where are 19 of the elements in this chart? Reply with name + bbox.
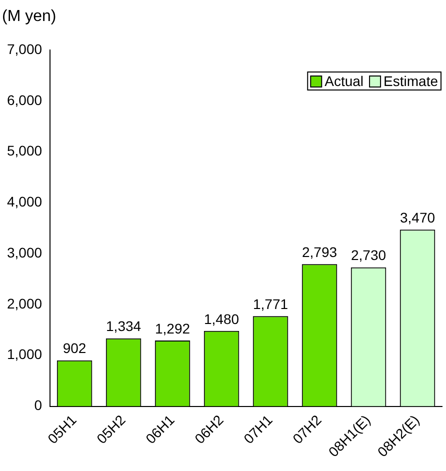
y-tick-label: 7,000 bbox=[6, 40, 42, 57]
data-label: 1,480 bbox=[204, 310, 240, 327]
y-tick-label: 5,000 bbox=[6, 142, 42, 159]
data-label: 1,292 bbox=[155, 320, 190, 336]
data-label: 1,334 bbox=[106, 318, 142, 334]
data-label: 1,771 bbox=[252, 296, 288, 312]
legend-label: Estimate bbox=[384, 72, 438, 89]
y-tick-label: 2,000 bbox=[6, 295, 42, 312]
y-tick-label: 3,000 bbox=[6, 244, 42, 260]
data-label: 2,793 bbox=[302, 244, 338, 260]
legend-label: Actual bbox=[324, 72, 364, 89]
y-tick-label: 1,000 bbox=[6, 346, 42, 362]
data-label: 2,730 bbox=[350, 247, 386, 264]
y-tick-label: 0 bbox=[34, 397, 42, 414]
data-label: 902 bbox=[62, 340, 86, 356]
y-tick-label: 6,000 bbox=[6, 92, 42, 108]
data-label: 3,470 bbox=[400, 210, 436, 226]
y-tick-label: 4,000 bbox=[6, 194, 42, 210]
y-axis-title: (M yen) bbox=[2, 8, 56, 26]
